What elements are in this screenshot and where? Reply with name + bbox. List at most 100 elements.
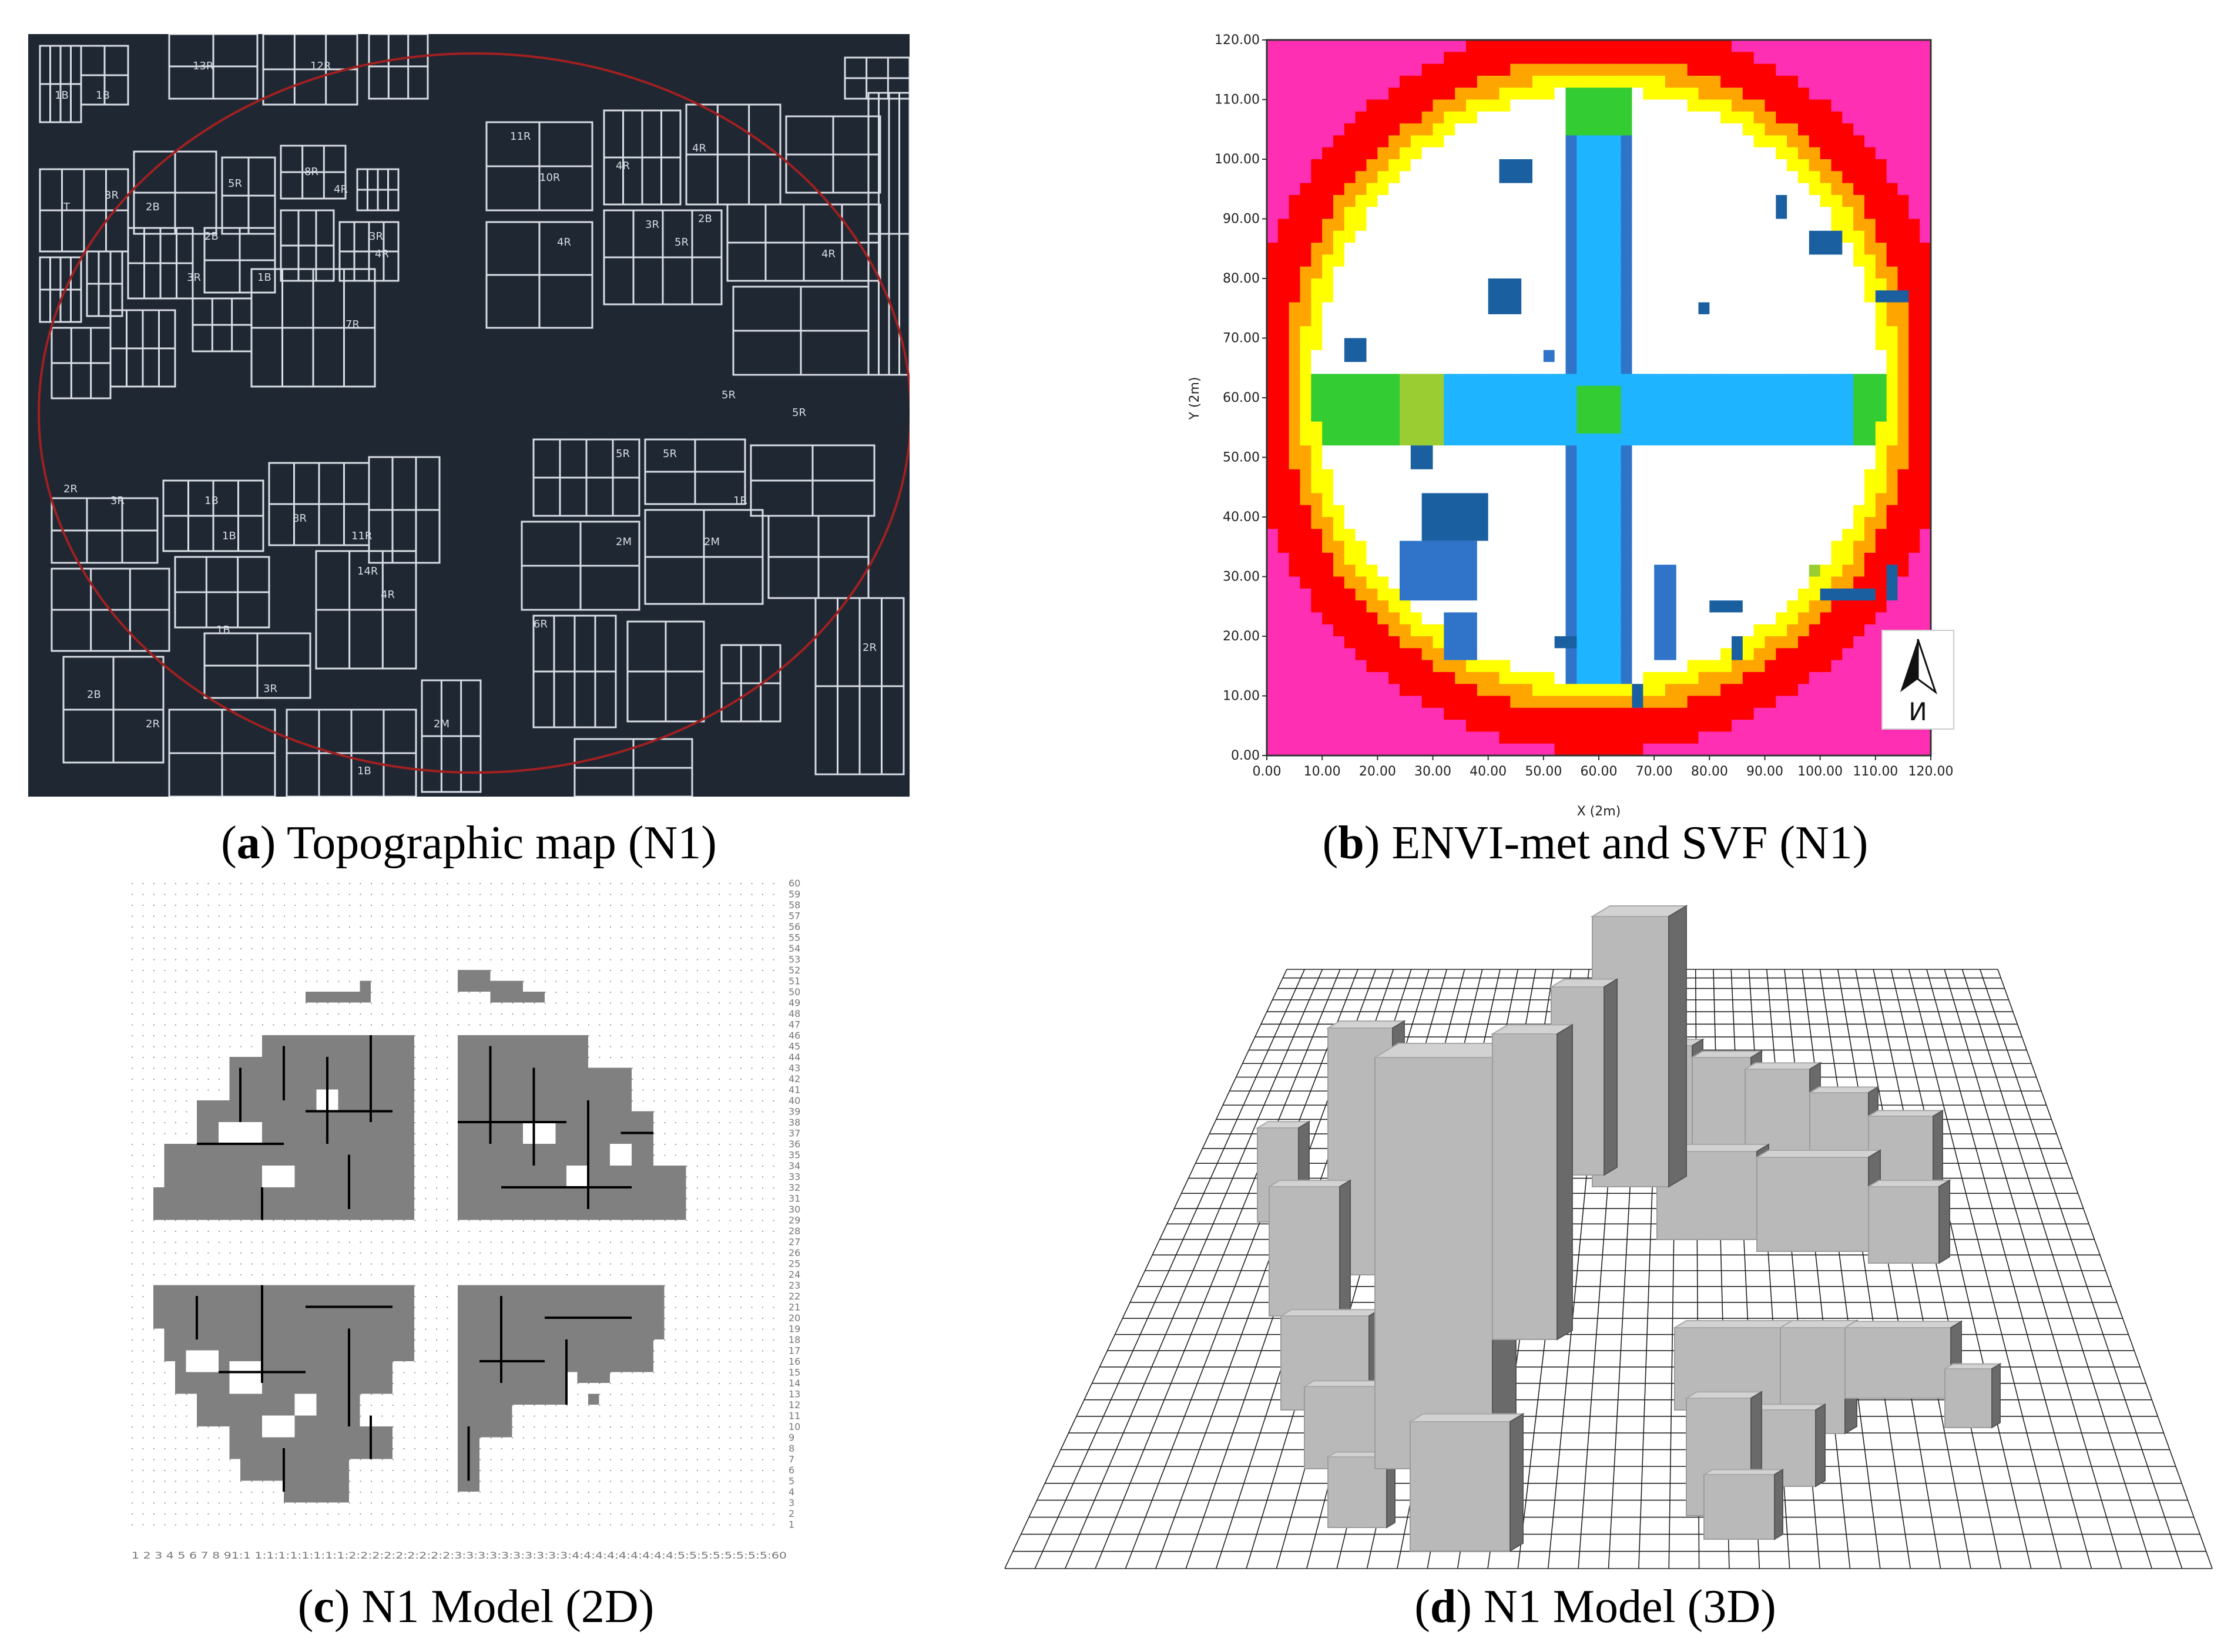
y-grid-number: 45: [789, 1041, 800, 1052]
map-label: 5R: [228, 177, 242, 190]
x-tick-label: 20.00: [1359, 764, 1396, 779]
map-label: 11R: [510, 130, 531, 143]
map-label: 2M: [704, 536, 720, 548]
map-label: 8R: [293, 512, 307, 525]
y-grid-number: 28: [789, 1225, 800, 1237]
caption-b: (b) ENVI-met and SVF (N1): [1322, 817, 1869, 869]
y-grid-number: 34: [789, 1160, 800, 1171]
map-label: 1R: [733, 495, 747, 507]
y-tick-label: 80.00: [1223, 271, 1260, 286]
y-grid-number: 2: [789, 1508, 794, 1519]
y-grid-number: 36: [789, 1139, 800, 1150]
y-tick-label: 120.00: [1215, 33, 1260, 48]
y-tick-label: 0.00: [1231, 748, 1260, 763]
x-tick-label: 50.00: [1525, 764, 1562, 779]
y-axis-label: Y (2m): [1188, 377, 1202, 420]
y-tick-label: 60.00: [1223, 391, 1260, 405]
map-label: 4R: [616, 160, 630, 172]
caption-c: (c) N1 Model (2D): [297, 1581, 655, 1633]
map-label: 2M: [616, 536, 632, 548]
map-label: 13R: [193, 60, 213, 72]
x-tick-label: 10.00: [1304, 764, 1341, 779]
y-grid-number: 29: [789, 1215, 800, 1226]
map-label: 3R: [645, 219, 659, 231]
map-label: 2R: [63, 483, 78, 495]
map-label: 12R: [310, 60, 331, 72]
caption-d: (d) N1 Model (3D): [1414, 1581, 1776, 1633]
svf-raster-chart: 0.00 10.00 20.00 30.00 40.00 50.00 60.00 70.00 8…: [1188, 33, 1954, 819]
map-label: 5R: [675, 236, 689, 249]
map-label: 7R: [345, 318, 360, 331]
map-label: 2R: [146, 718, 160, 730]
map-label: 1B: [357, 765, 371, 777]
y-grid-number: 8: [789, 1443, 794, 1454]
model-2d-grid: 6059585756555453525150494847464544434241…: [132, 878, 800, 1561]
topographic-map-image: 1B 1B 13R 12R T 3R 2B 5R 8R 4R 2B 3R 1B 3R 4R 7R 11R 10R 4…: [28, 33, 912, 798]
y-grid-number: 25: [789, 1258, 800, 1270]
map-label: 3R: [263, 683, 277, 695]
panel-b-envimet-svf: 0.00 10.00 20.00 30.00 40.00 50.00 60.00 70.00 8…: [1169, 22, 2021, 821]
y-tick-label: 10.00: [1223, 689, 1260, 704]
x-tick-label: 80.00: [1691, 764, 1728, 779]
caption-a: (a) Topographic map (N1): [221, 817, 717, 869]
y-grid-number: 10: [789, 1421, 800, 1432]
y-grid-number: 48: [789, 1008, 800, 1019]
panel-c-2d-model: 60 59 58 57 56 55 54 53 52 51 50 49 48 47 46 45 44 43 42 41…: [123, 872, 828, 1561]
north-arrow: N: [1881, 630, 1954, 730]
y-grid-number: 49: [789, 998, 800, 1009]
y-grid-number: 5: [789, 1476, 794, 1487]
y-grid-number: 47: [789, 1019, 800, 1030]
y-grid-number: 35: [789, 1150, 800, 1161]
map-label: 5R: [792, 407, 806, 419]
y-grid-number: 11: [789, 1411, 800, 1422]
map-label: 3R: [105, 189, 119, 202]
map-label: 4R: [557, 236, 571, 249]
x-tick-label: 70.00: [1636, 764, 1673, 779]
y-grid-number: 12: [789, 1399, 800, 1411]
map-label: 4R: [821, 248, 836, 260]
y-grid-number: 39: [789, 1106, 800, 1117]
y-grid-number: 1: [789, 1519, 794, 1530]
y-grid-number: 4: [789, 1486, 794, 1497]
map-label: 2R: [863, 642, 877, 654]
y-grid-number: 43: [789, 1063, 800, 1074]
y-grid-number: 13: [789, 1389, 800, 1400]
north-arrow-label: N: [1908, 697, 1927, 726]
y-grid-number: 7: [789, 1454, 794, 1465]
y-grid-number: 42: [789, 1073, 800, 1084]
map-label: 1B: [55, 89, 69, 102]
y-grid-number: 31: [789, 1193, 800, 1204]
y-grid-number: 22: [789, 1291, 800, 1302]
map-label: 2B: [87, 689, 101, 701]
y-tick-label: 100.00: [1215, 152, 1260, 167]
map-label: 14R: [357, 565, 378, 577]
y-grid-number: 38: [789, 1117, 800, 1128]
y-grid-number: 6: [789, 1465, 794, 1476]
y-grid-number: 51: [789, 976, 800, 987]
map-label: 3R: [187, 271, 201, 284]
x-tick-label: 110.00: [1853, 764, 1898, 779]
map-label: 4R: [375, 248, 389, 260]
x-tick-label: 40.00: [1470, 764, 1507, 779]
map-label: 2M: [434, 718, 450, 730]
map-label: 1B: [222, 530, 236, 542]
y-grid-number: 46: [789, 1030, 800, 1041]
y-tick-label: 20.00: [1223, 629, 1260, 644]
map-label: 5R: [722, 389, 736, 401]
x-tick-label: 0.00: [1253, 764, 1282, 779]
y-grid-number: 50: [789, 986, 800, 998]
y-grid-number: 27: [789, 1237, 800, 1248]
y-grid-number: 57: [789, 911, 800, 922]
y-grid-number: 60: [789, 878, 800, 889]
y-tick-label: 30.00: [1223, 570, 1260, 585]
map-label: 2B: [204, 230, 219, 243]
y-grid-number: 37: [789, 1128, 800, 1139]
map-label: 1B: [96, 89, 110, 102]
y-grid-number: 20: [789, 1312, 800, 1324]
map-label: 2B: [698, 213, 712, 225]
map-label: 3R: [369, 230, 383, 243]
map-label: T: [63, 201, 71, 213]
y-tick-label: 110.00: [1215, 93, 1260, 108]
map-label: 1B: [216, 624, 230, 636]
y-grid-number: 19: [789, 1324, 800, 1335]
